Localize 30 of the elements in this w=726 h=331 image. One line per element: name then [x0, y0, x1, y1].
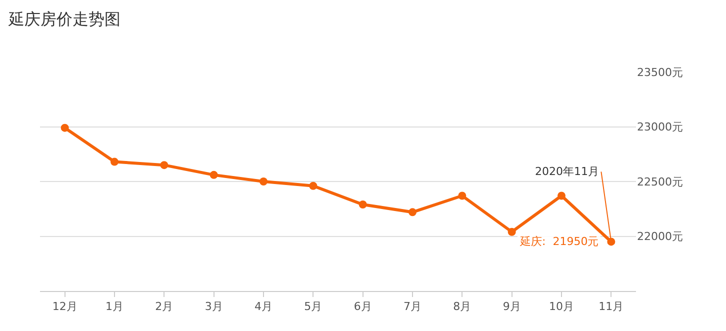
y-tick-label: 23500元 [637, 66, 683, 79]
x-tick-label: 5月 [304, 300, 322, 314]
x-tick-label: 2月 [155, 300, 174, 314]
point [60, 124, 69, 132]
point [309, 182, 318, 190]
point [160, 161, 168, 170]
point [458, 192, 466, 200]
annotation: 延庆: 21950元 [519, 235, 599, 248]
point [358, 200, 367, 208]
x-tick-label: 12月 [52, 300, 78, 314]
point [210, 170, 218, 179]
annotation: 2020年11月 [535, 165, 599, 178]
point [508, 228, 516, 236]
y-tick-label: 22000元 [637, 230, 683, 244]
point [110, 158, 118, 166]
x-tick-label: 7月 [404, 300, 422, 314]
x-tick-label: 1月 [106, 300, 124, 314]
chart-title: 延庆房价走势图 [8, 9, 121, 28]
x-tick-label: 3月 [204, 300, 223, 314]
x-tick-label: 10月 [549, 300, 574, 314]
y-tick-label: 23000元 [637, 120, 683, 134]
point [408, 208, 416, 216]
x-tick-label: 4月 [254, 300, 272, 314]
point [260, 178, 268, 186]
point [558, 192, 566, 200]
x-tick-label: 6月 [354, 300, 372, 314]
x-tick-label: 11月 [598, 300, 624, 314]
x-tick-label: 9月 [502, 300, 521, 314]
x-tick-label: 8月 [453, 300, 472, 314]
y-tick-label: 22500元 [637, 175, 683, 188]
